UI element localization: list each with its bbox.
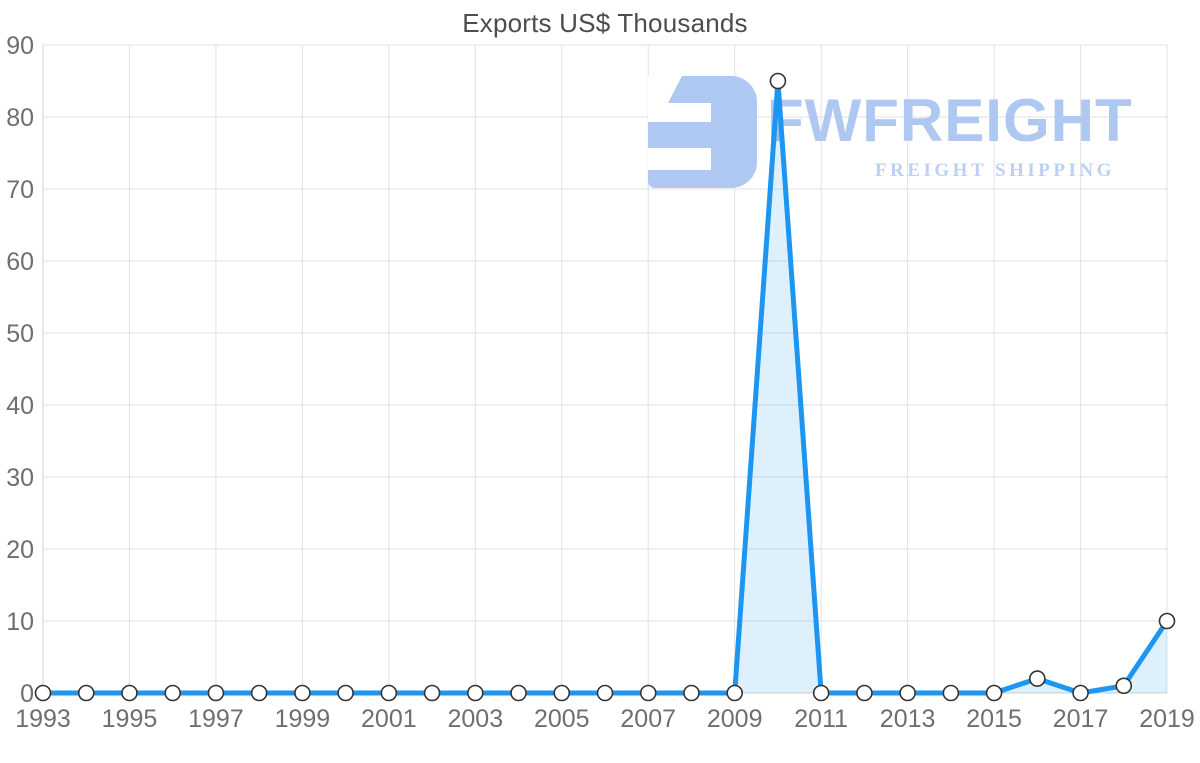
data-point-2003[interactable] bbox=[467, 684, 484, 702]
data-point-2011[interactable] bbox=[812, 684, 830, 702]
x-tick-label: 2009 bbox=[707, 705, 763, 733]
x-tick-label: 1999 bbox=[275, 705, 331, 733]
x-tick-label: 2005 bbox=[534, 705, 590, 733]
y-tick-label: 30 bbox=[6, 464, 34, 492]
watermark-brand-text: FWFREIGHT bbox=[767, 87, 1133, 154]
data-point-1994[interactable] bbox=[77, 684, 95, 702]
x-tick-label: 1995 bbox=[102, 705, 158, 733]
data-point-2016[interactable] bbox=[1029, 670, 1046, 687]
data-point-1996[interactable] bbox=[164, 684, 181, 702]
data-point-2004[interactable] bbox=[510, 684, 527, 702]
y-tick-label: 20 bbox=[6, 536, 34, 564]
x-tick-label: 2003 bbox=[447, 705, 503, 733]
data-point-2009[interactable] bbox=[726, 684, 743, 702]
data-point-2018[interactable] bbox=[1115, 677, 1133, 695]
x-tick-label: 2013 bbox=[880, 705, 936, 733]
data-point-2001[interactable] bbox=[380, 684, 398, 702]
data-point-2006[interactable] bbox=[596, 684, 614, 702]
x-tick-label: 2015 bbox=[966, 705, 1022, 733]
x-tick-label: 2011 bbox=[794, 705, 848, 733]
y-tick-label: 40 bbox=[6, 392, 34, 420]
data-point-2013[interactable] bbox=[899, 684, 916, 702]
data-point-2019[interactable] bbox=[1158, 612, 1176, 630]
data-point-2017[interactable] bbox=[1072, 684, 1089, 702]
x-tick-label: 1993 bbox=[15, 705, 71, 733]
data-point-1997[interactable] bbox=[207, 684, 225, 702]
data-point-2002[interactable] bbox=[423, 684, 441, 702]
x-tick-label: 1997 bbox=[188, 705, 244, 733]
x-tick-label: 2019 bbox=[1139, 705, 1195, 733]
data-point-1993[interactable] bbox=[34, 684, 52, 702]
chart-title: Exports US$ Thousands bbox=[462, 8, 748, 38]
data-point-1998[interactable] bbox=[250, 684, 268, 702]
x-tick-label: 2017 bbox=[1053, 705, 1109, 733]
watermark: FWFREIGHT FREIGHT SHIPPING bbox=[648, 76, 1160, 188]
watermark-tagline-text: FREIGHT SHIPPING bbox=[875, 160, 1115, 181]
data-point-2008[interactable] bbox=[683, 684, 700, 702]
y-tick-label: 60 bbox=[6, 248, 34, 276]
data-point-2015[interactable] bbox=[985, 684, 1003, 702]
data-point-2014[interactable] bbox=[942, 684, 960, 702]
y-tick-label: 70 bbox=[6, 176, 34, 204]
x-tick-label: 2007 bbox=[620, 705, 676, 733]
fwfreight-logo-icon bbox=[648, 76, 757, 188]
data-point-2007[interactable] bbox=[639, 684, 657, 702]
y-tick-label: 0 bbox=[20, 680, 34, 708]
x-tick-label: 2001 bbox=[361, 705, 417, 733]
data-point-2005[interactable] bbox=[553, 684, 571, 702]
y-tick-label: 50 bbox=[6, 320, 34, 348]
data-point-1995[interactable] bbox=[121, 684, 138, 702]
y-tick-label: 80 bbox=[6, 104, 34, 132]
data-point-2012[interactable] bbox=[856, 684, 873, 702]
y-tick-label: 10 bbox=[6, 608, 34, 636]
data-point-2010[interactable] bbox=[769, 72, 787, 90]
data-point-2000[interactable] bbox=[337, 684, 354, 702]
data-point-1999[interactable] bbox=[294, 684, 311, 702]
